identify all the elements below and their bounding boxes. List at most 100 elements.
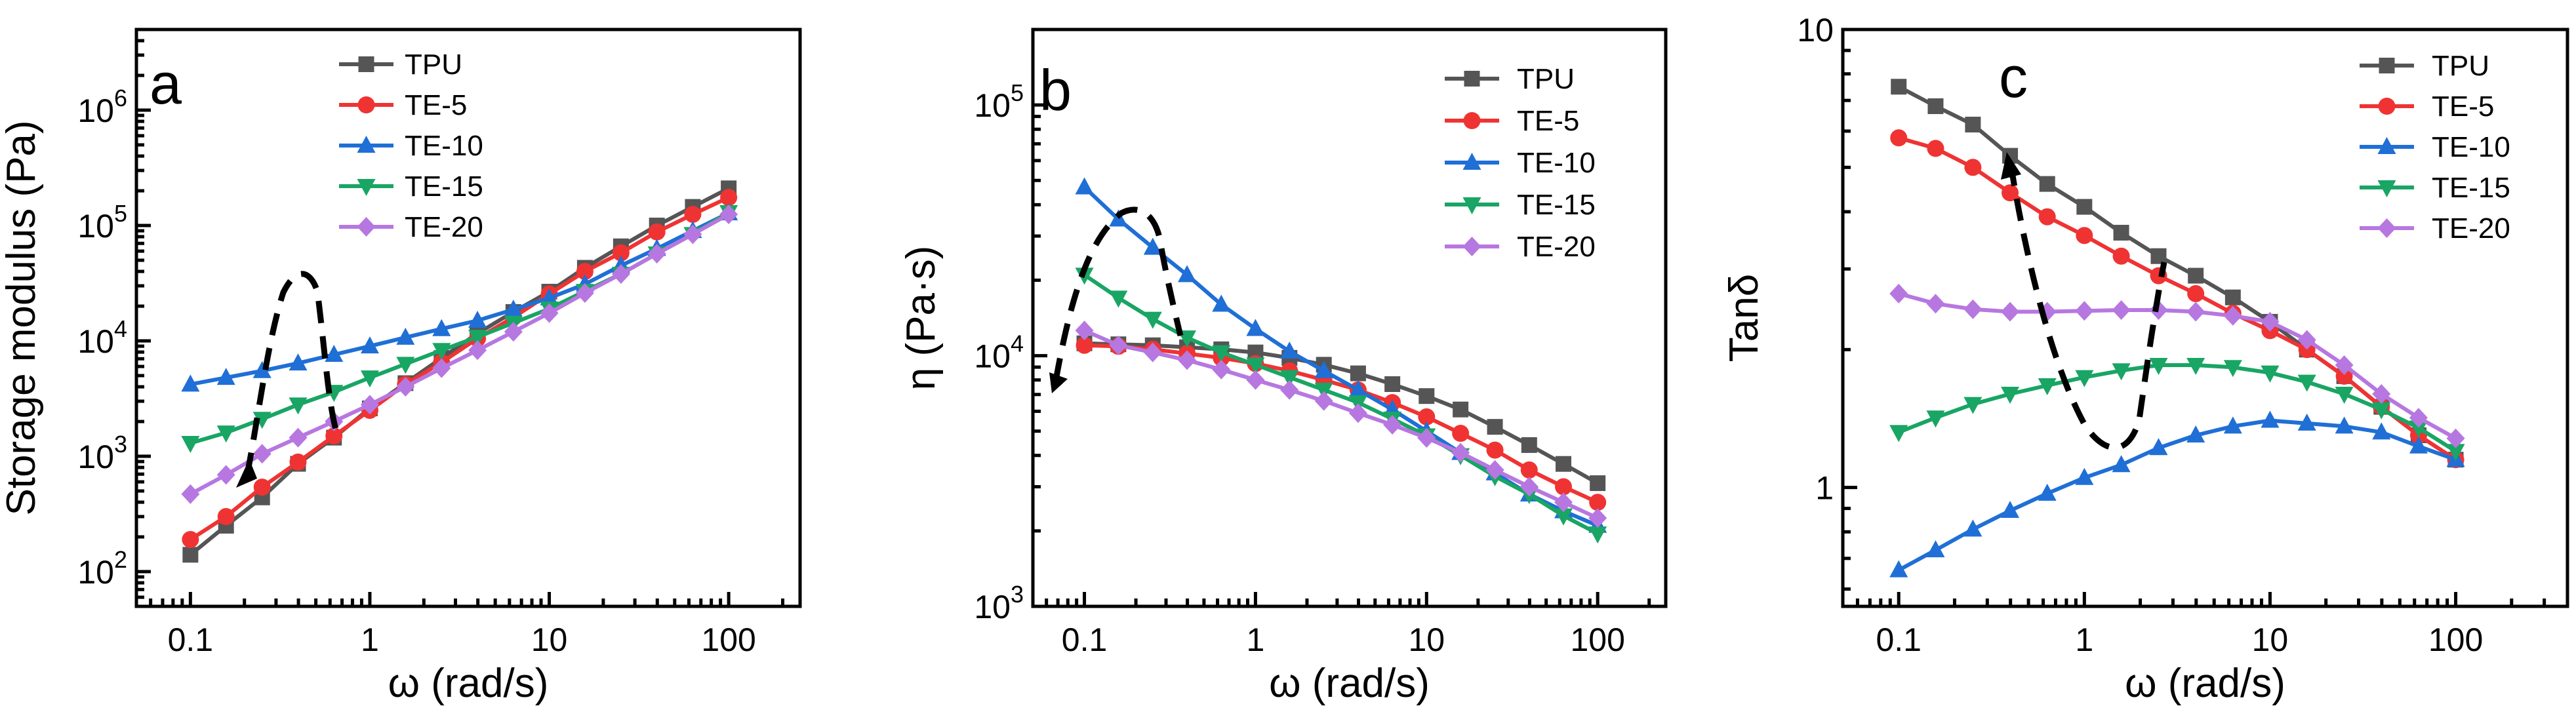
legend-marker (2377, 137, 2396, 154)
data-point (2409, 408, 2428, 428)
data-point (1589, 494, 1607, 511)
data-point (2149, 438, 2168, 456)
data-point (1963, 299, 1982, 319)
series-te-15 (1889, 357, 2465, 461)
data-point (2297, 330, 2316, 350)
data-point (1348, 380, 1367, 397)
data-point (1384, 376, 1401, 392)
data-point (182, 530, 199, 548)
series-te-20 (181, 204, 738, 504)
x-tick-label: 0.1 (1062, 621, 1108, 658)
data-point (1487, 419, 1503, 435)
data-point (1964, 159, 1982, 176)
data-point (252, 361, 272, 378)
series-line (189, 186, 730, 557)
data-point (1143, 342, 1162, 363)
legend-marker (357, 96, 375, 113)
data-point (2186, 302, 2205, 322)
x-tick-label: 1 (2075, 621, 2093, 658)
data-point (647, 243, 666, 264)
y-tick-label: 105 (974, 79, 1024, 124)
legend: TPU TE-5 TE-10 TE-15 TE-20 (1445, 63, 1596, 263)
data-point (1889, 283, 1908, 304)
x-tick-label: 10 (531, 621, 568, 658)
data-point (1452, 425, 1470, 442)
data-point (2223, 360, 2242, 378)
data-point (396, 377, 415, 397)
data-point (1554, 508, 1573, 526)
data-point (1927, 98, 1944, 115)
annotation-arrowhead (236, 459, 257, 488)
y-tick-exponent: 5 (114, 200, 127, 227)
series-line (1083, 273, 1599, 536)
legend-label: TE-20 (2432, 212, 2510, 245)
data-point (2335, 367, 2353, 385)
data-point (216, 425, 235, 443)
legend-label: TE-15 (2432, 172, 2510, 204)
data-point (2112, 455, 2131, 473)
data-point (720, 189, 738, 206)
data-point (2075, 370, 2094, 387)
y-tick-exponent: 2 (114, 546, 127, 573)
series-te-5 (1890, 129, 2465, 469)
data-point (2001, 302, 2020, 322)
data-point (360, 395, 379, 415)
legend-label: TE-15 (1517, 189, 1596, 221)
y-tick-base: 10 (974, 338, 1011, 375)
data-point (396, 357, 415, 374)
annotation-loop-arrow (244, 271, 339, 475)
data-point (468, 311, 487, 328)
data-point (216, 368, 235, 385)
panel-label: c (1999, 45, 2028, 109)
data-point (432, 358, 451, 378)
y-tick-base: 10 (974, 87, 1011, 124)
data-point (611, 264, 630, 284)
legend-label: TE-5 (405, 89, 467, 121)
legend-label: TE-5 (1517, 105, 1579, 137)
data-point (181, 484, 200, 504)
data-point (1926, 540, 1945, 558)
data-point (2223, 416, 2242, 434)
legend-marker (1464, 71, 1480, 87)
data-point (1590, 475, 1606, 492)
data-point (2150, 248, 2167, 264)
y-tick-base: 10 (77, 554, 114, 591)
data-point (1212, 294, 1231, 312)
legend-marker (1463, 112, 1481, 129)
x-tick-label: 100 (2428, 621, 2483, 658)
data-point (2038, 208, 2056, 226)
data-point (1348, 403, 1367, 423)
legend-label: TE-15 (405, 170, 483, 203)
legend-marker (2379, 58, 2395, 73)
data-point (1109, 335, 1128, 355)
data-point (432, 343, 451, 361)
y-tick-base: 10 (1797, 12, 1834, 49)
data-point (719, 204, 738, 224)
annotation-loop-arrow (1053, 206, 1184, 381)
data-point (2335, 387, 2354, 404)
data-point (2261, 311, 2280, 332)
data-point (2335, 355, 2354, 375)
y-tick-exponent: 6 (114, 85, 127, 111)
data-point (1417, 427, 1436, 448)
y-tick-base: 10 (974, 589, 1011, 625)
plot-frame (1841, 28, 2569, 608)
data-point (1246, 370, 1265, 390)
data-point (2261, 365, 2280, 383)
y-tick-exponent: 3 (114, 431, 127, 458)
data-point (1280, 370, 1299, 387)
x-axis-title: ω (rad/s) (388, 661, 549, 706)
data-point (216, 465, 235, 485)
data-point (540, 303, 559, 323)
series-te-20 (1075, 321, 1607, 528)
data-point (396, 327, 415, 345)
series-line (1898, 136, 2457, 461)
legend-marker (2377, 180, 2396, 197)
data-point (2076, 199, 2093, 215)
data-point (2224, 289, 2241, 305)
legend-marker (2378, 98, 2396, 115)
data-point (2223, 305, 2242, 326)
data-point (2297, 413, 2316, 431)
data-point (2149, 357, 2168, 375)
data-point (1178, 350, 1197, 370)
